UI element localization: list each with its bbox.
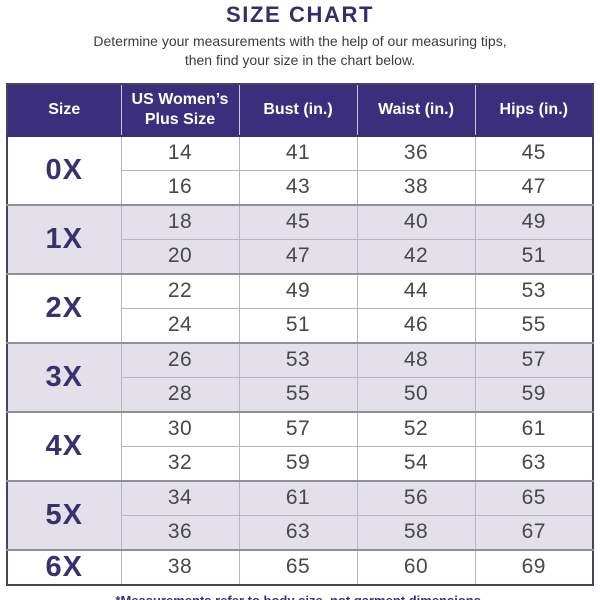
measurement-cell: 57 [474, 342, 594, 378]
measurement-cell: 40 [356, 204, 476, 240]
measurement-cell: 57 [238, 411, 358, 447]
measurement-cell: 53 [238, 342, 358, 378]
measurement-cell: 47 [238, 238, 358, 275]
size-table-body: 0X 14 41 36 45 16 43 38 47 1X 18 45 40 49 20 47 42 51 2X 22… [6, 135, 594, 586]
measurement-cell: 54 [356, 445, 476, 482]
measurement-cell: 36 [120, 514, 240, 551]
table-row: 28 55 50 59 [7, 376, 594, 413]
size-group-label: 4X [6, 411, 122, 482]
measurement-cell: 65 [474, 480, 594, 516]
measurement-cell: 56 [356, 480, 476, 516]
measurement-cell: 48 [356, 342, 476, 378]
table-row: 6X 38 65 60 69 [6, 549, 594, 586]
measurement-cell: 14 [120, 135, 240, 171]
column-header-bust: Bust (in.) [238, 83, 358, 137]
subtitle-line-2: then find your size in the chart below. [184, 52, 416, 69]
measurement-cell: 34 [120, 480, 240, 516]
table-row: 32 59 54 63 [7, 445, 594, 482]
measurement-cell: 41 [238, 135, 358, 171]
measurement-cell: 42 [356, 238, 476, 275]
table-row: 16 43 38 47 [7, 169, 594, 206]
size-group-label: 2X [6, 273, 122, 344]
column-header-waist: Waist (in.) [356, 83, 476, 137]
subtitle-line-1: Determine your measurements with the hel… [93, 33, 507, 49]
measurement-cell: 44 [356, 273, 476, 309]
measurement-cell: 51 [474, 238, 594, 275]
footnote: *Measurements refer to body size, not ga… [0, 593, 600, 600]
table-row: 5X 34 61 56 65 [6, 480, 594, 551]
measurement-cell: 50 [356, 376, 476, 413]
measurement-cell: 47 [474, 169, 594, 206]
measurement-cell: 65 [238, 549, 358, 586]
measurement-cell: 53 [474, 273, 594, 309]
measurement-cell: 58 [356, 514, 476, 551]
measurement-cell: 16 [120, 169, 240, 206]
measurement-cell: 32 [120, 445, 240, 482]
measurement-cell: 55 [238, 376, 358, 413]
table-row: 0X 14 41 36 45 [6, 135, 594, 206]
measurement-cell: 45 [238, 204, 358, 240]
size-group-label: 5X [6, 480, 122, 551]
table-row: 4X 30 57 52 61 [6, 411, 594, 482]
table-row: 1X 18 45 40 49 [6, 204, 594, 275]
table-row: 2X 22 49 44 53 [6, 273, 594, 344]
measurement-cell: 61 [474, 411, 594, 447]
page-title: SIZE CHART [226, 2, 374, 27]
measurement-cell: 22 [120, 273, 240, 309]
measurement-cell: 69 [474, 549, 594, 586]
size-group-label: 0X [6, 135, 122, 206]
measurement-cell: 61 [238, 480, 358, 516]
measurement-cell: 26 [120, 342, 240, 378]
measurement-cell: 38 [356, 169, 476, 206]
size-group-label: 6X [6, 549, 122, 586]
column-header-plus-size: US Women’s Plus Size [120, 83, 240, 137]
column-header-size: Size [6, 83, 122, 137]
measurement-cell: 38 [120, 549, 240, 586]
size-group-label: 3X [6, 342, 122, 413]
page-subtitle: Determine your measurements with the hel… [0, 32, 600, 71]
measurement-cell: 63 [474, 445, 594, 482]
measurement-cell: 55 [474, 307, 594, 344]
measurement-cell: 59 [238, 445, 358, 482]
measurement-cell: 67 [474, 514, 594, 551]
measurement-cell: 30 [120, 411, 240, 447]
measurement-cell: 43 [238, 169, 358, 206]
table-row: 3X 26 53 48 57 [6, 342, 594, 413]
measurement-cell: 49 [238, 273, 358, 309]
measurement-cell: 28 [120, 376, 240, 413]
measurement-cell: 52 [356, 411, 476, 447]
measurement-cell: 51 [238, 307, 358, 344]
measurement-cell: 63 [238, 514, 358, 551]
measurement-cell: 59 [474, 376, 594, 413]
measurement-cell: 60 [356, 549, 476, 586]
column-header-hips: Hips (in.) [474, 83, 594, 137]
measurement-cell: 24 [120, 307, 240, 344]
size-group-label: 1X [6, 204, 122, 275]
measurement-cell: 20 [120, 238, 240, 275]
header-row: Size US Women’s Plus Size Bust (in.) Wai… [6, 83, 594, 137]
measurement-cell: 46 [356, 307, 476, 344]
table-row: 36 63 58 67 [7, 514, 594, 551]
measurement-cell: 45 [474, 135, 594, 171]
size-chart-table: Size US Women’s Plus Size Bust (in.) Wai… [6, 82, 594, 586]
table-row: 20 47 42 51 [7, 238, 594, 275]
measurement-cell: 18 [120, 204, 240, 240]
measurement-cell: 36 [356, 135, 476, 171]
measurement-cell: 49 [474, 204, 594, 240]
